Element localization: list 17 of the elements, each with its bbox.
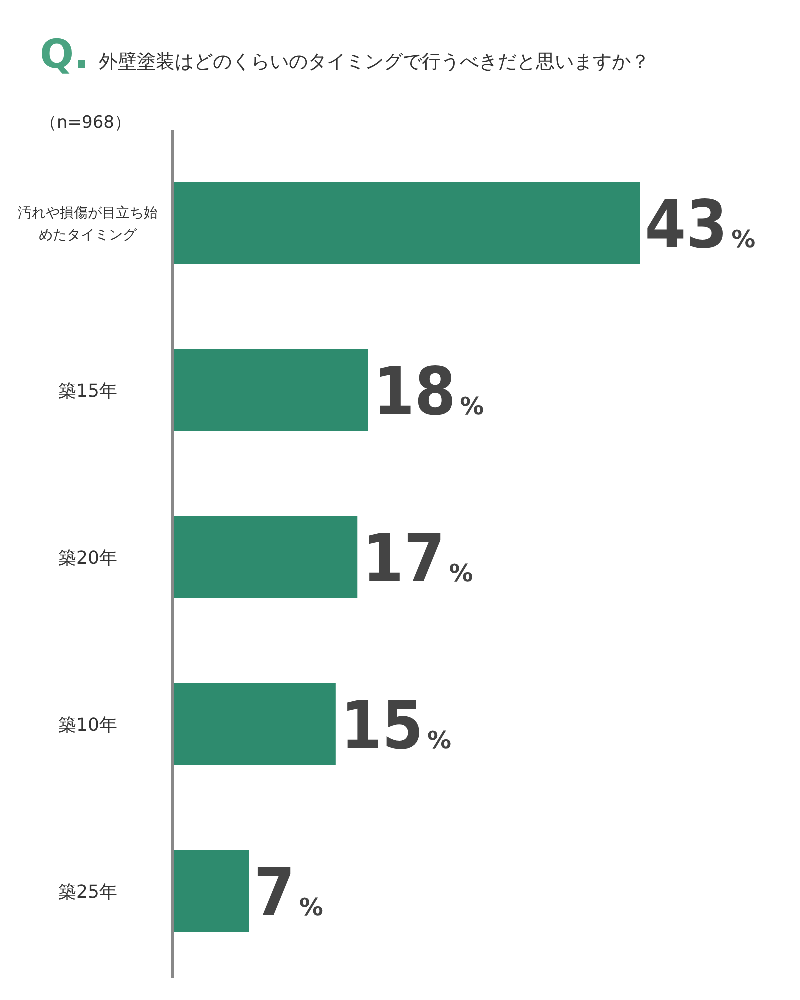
data-label: 43% [645,186,756,264]
bar [173,182,640,264]
data-label: 15% [340,688,452,764]
chart-title: Q.外壁塗装はどのくらいのタイミングで行うべきだと思いますか？ [40,32,650,78]
chart-subtitle: （n=968） [40,113,132,133]
y-tick-label: 築25年 [58,882,118,903]
y-tick-label: 汚れや損傷が目立ち始めたタイミング [18,206,158,244]
bar [173,516,358,598]
y-tick-label: 築10年 [58,714,118,736]
bar [173,350,368,432]
bar [173,684,336,766]
data-label: 17% [362,520,474,598]
y-tick-label: 築20年 [58,548,118,569]
bar [173,850,250,932]
data-label: 18% [373,354,484,430]
y-tick-label: 築15年 [58,380,118,402]
data-label: 7% [254,854,324,932]
